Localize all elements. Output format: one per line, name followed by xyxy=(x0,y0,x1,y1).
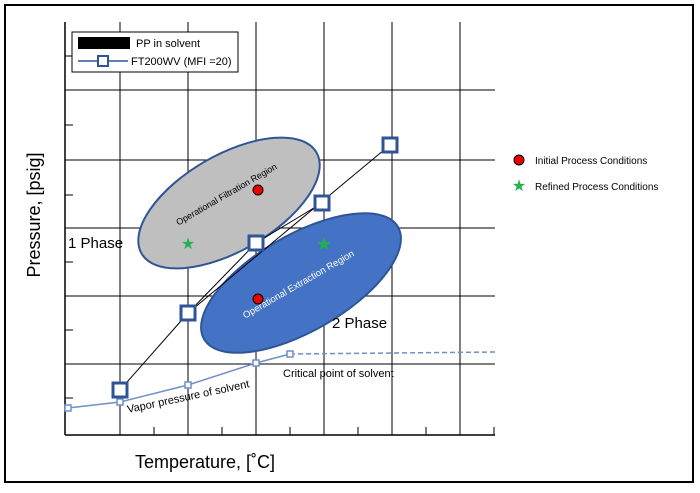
legend-label: PP in solvent xyxy=(136,38,200,50)
legend-label: Initial Process Conditions xyxy=(535,156,647,167)
vapor-curve xyxy=(64,350,496,412)
legend: PP in solvent FT200WV (MFI =20) xyxy=(71,31,239,73)
extraction-region xyxy=(200,212,402,354)
svg-text:★: ★ xyxy=(181,236,195,253)
legend-label: FT200WV (MFI =20) xyxy=(131,56,232,68)
phase-label: 1 Phase xyxy=(68,235,123,252)
markers: ★ ★ xyxy=(181,184,332,305)
x-axis-label: Temperature, [˚C] xyxy=(135,452,275,472)
annotation: Critical point of solvent xyxy=(283,368,394,380)
pp-series xyxy=(111,136,399,399)
legend-label: Refined Process Conditions xyxy=(535,182,658,193)
phase-label: 2 Phase xyxy=(332,315,387,332)
y-axis-label: Pressure, [psig] xyxy=(24,152,44,277)
side-legend: Initial Process Conditions ★ Refined Pro… xyxy=(512,154,658,195)
svg-text:★: ★ xyxy=(512,178,526,195)
svg-text:★: ★ xyxy=(316,234,332,254)
